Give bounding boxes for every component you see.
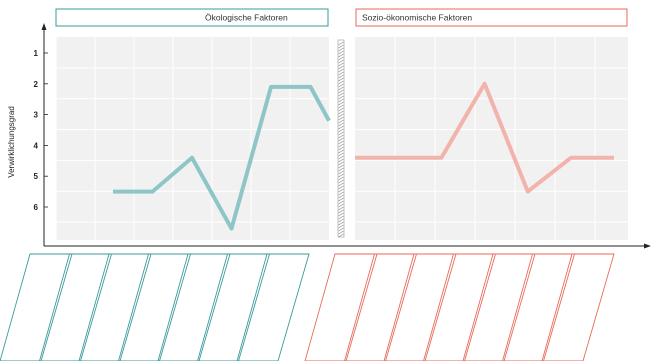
eco-parallelogram-4 [157, 253, 231, 361]
socio-parallelogram-2 [383, 253, 457, 361]
socio-header-title: Sozio-ökonomische Faktoren [362, 13, 472, 23]
y-axis-arrow [41, 23, 47, 30]
y-ticks: 1 2 3 4 5 6 [34, 49, 48, 212]
socio-parallelogram-3 [423, 253, 497, 361]
eco-parallelogram-0 [0, 253, 73, 361]
x-axis-arrow [644, 243, 651, 249]
socio-parallelogram-0 [304, 253, 378, 361]
socio-parallelogram-6 [541, 253, 615, 361]
y-tick-label: 5 [34, 172, 39, 181]
eco-parallelogram-5 [197, 253, 271, 361]
eco-parallelogram-2 [78, 253, 152, 361]
eco-parallelogram-6 [236, 253, 310, 361]
eco-header-title: Ökologische Faktoren [205, 13, 288, 23]
eco-panel [56, 37, 329, 240]
socio-parallelogram-1 [344, 253, 418, 361]
socio-parallelograms [304, 253, 615, 361]
y-axis-label: Verwirklichungsgrad [7, 106, 16, 178]
series-layer [112, 81, 615, 231]
y-tick-label: 3 [34, 111, 39, 120]
y-tick-label: 2 [34, 80, 39, 89]
axis-break-marker [337, 39, 345, 238]
eco-parallelogram-1 [39, 253, 113, 361]
socio-parallelogram-4 [462, 253, 536, 361]
eco-header-box [55, 8, 329, 27]
y-tick-label: 1 [34, 49, 39, 58]
y-tick-label: 4 [34, 141, 39, 150]
y-tick-label: 6 [34, 203, 39, 212]
eco-parallelogram-3 [118, 253, 192, 361]
eco-parallelograms [0, 253, 310, 361]
socio-panel [355, 37, 628, 240]
grid-lines [55, 37, 628, 240]
socio-parallelogram-5 [502, 253, 576, 361]
socio-header-box [355, 8, 628, 27]
